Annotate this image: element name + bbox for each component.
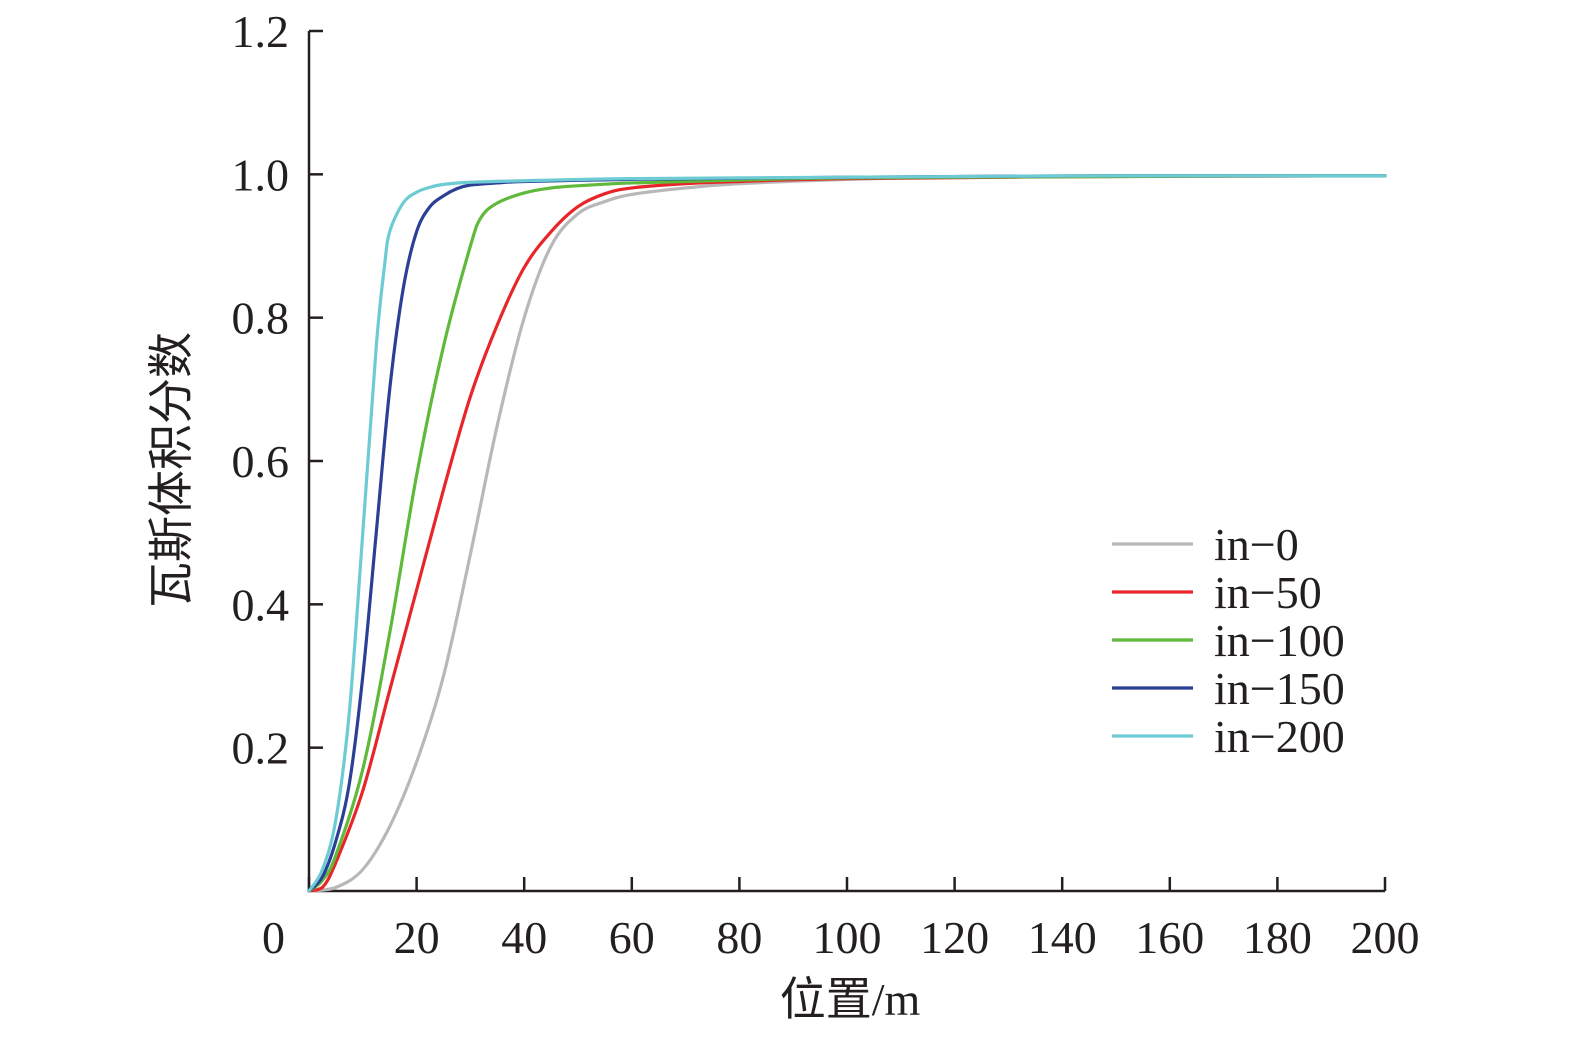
x-tick-label: 40 xyxy=(501,912,547,963)
x-tick-label: 180 xyxy=(1243,912,1312,963)
y-tick-label: 0.2 xyxy=(232,723,290,774)
x-tick-label: 140 xyxy=(1028,912,1097,963)
legend-label: in−150 xyxy=(1214,663,1345,714)
y-tick-label: 1.0 xyxy=(232,149,290,200)
x-tick-label: 60 xyxy=(609,912,655,963)
series-line xyxy=(307,174,1387,893)
y-axis-title: 瓦斯体积分数 xyxy=(146,332,197,608)
x-axis-title: 位置/m xyxy=(780,974,921,1025)
x-tick-label: 80 xyxy=(716,912,762,963)
y-tick-label: 0.4 xyxy=(232,579,290,630)
x-tick-label: 120 xyxy=(920,912,989,963)
series-layer xyxy=(307,174,1387,893)
y-tick-label: 0.8 xyxy=(232,293,290,344)
legend-label: in−200 xyxy=(1214,711,1345,762)
legend-label: in−0 xyxy=(1214,519,1299,570)
x-tick-label: 0 xyxy=(262,912,285,963)
legend-label: in−100 xyxy=(1214,615,1345,666)
x-tick-label: 20 xyxy=(394,912,440,963)
y-tick-label: 1.2 xyxy=(232,6,290,57)
axes: 0 20 40 60 80 100 120 140 160 180 200 0.2 0.4 0.6 0.8 1… xyxy=(232,6,1420,963)
x-tick-label: 200 xyxy=(1351,912,1420,963)
x-tick-label: 100 xyxy=(813,912,882,963)
legend-label: in−50 xyxy=(1214,567,1322,618)
x-tick-label: 160 xyxy=(1135,912,1204,963)
y-tick-label: 0.6 xyxy=(232,436,290,487)
